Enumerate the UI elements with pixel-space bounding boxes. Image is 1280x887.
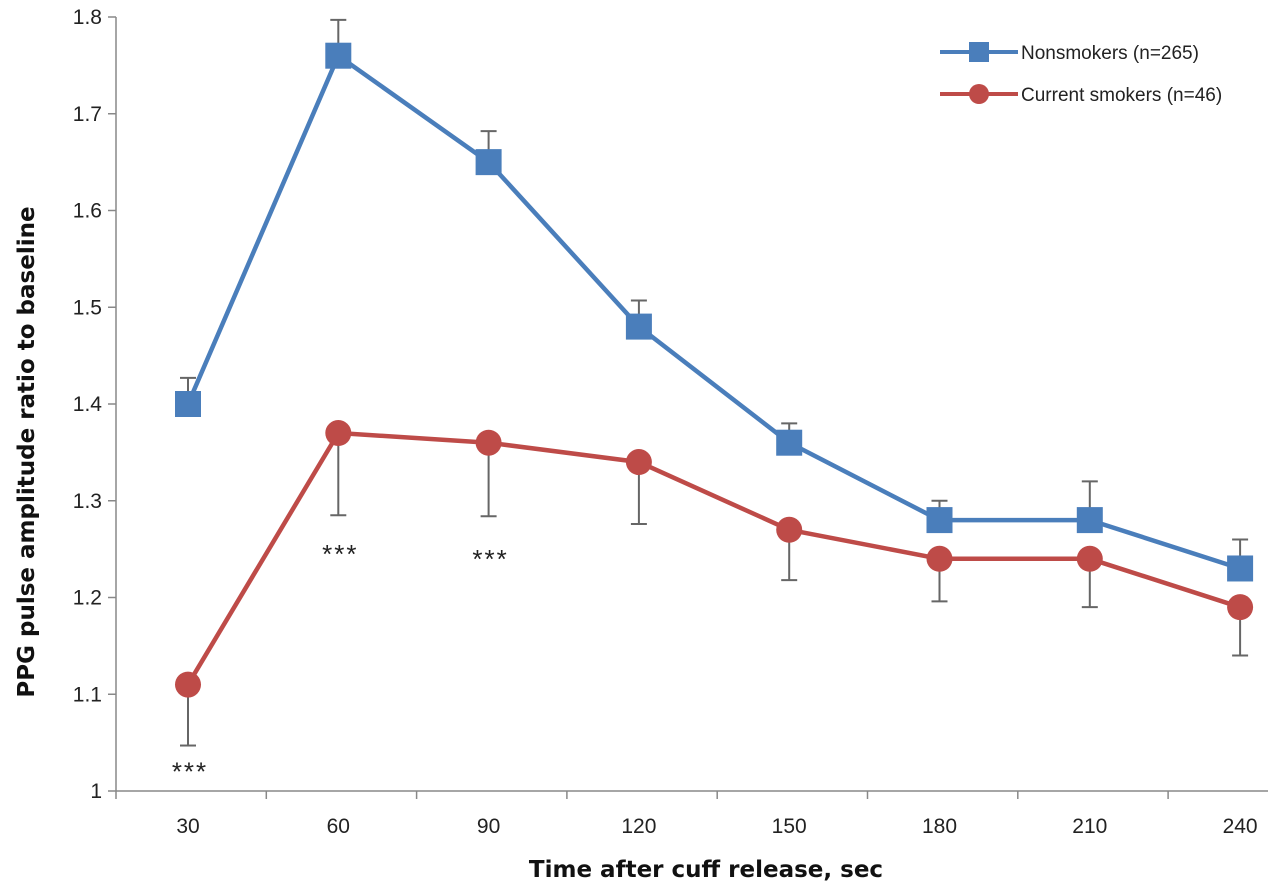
data-point-smokers [625,449,652,476]
data-point-smokers [475,429,502,456]
data-point-nonsmokers [175,391,201,417]
x-tick-label: 240 [1223,815,1258,838]
data-point-smokers [926,545,953,572]
series-lines [185,53,1241,686]
x-axis-title: Time after cuff release, sec [529,857,883,883]
data-point-nonsmokers [776,429,803,456]
y-tick-label: 1.3 [73,490,102,513]
data-point-nonsmokers [475,149,502,176]
tick-labels: 1 1.1 1.2 1.3 1.4 1.5 1.6 1.7 1.8 30 60 90 120 150 180… [73,6,1258,838]
y-tick-label: 1.6 [73,200,102,223]
series-line-nonsmokers [185,53,1241,571]
data-point-nonsmokers [1076,507,1103,534]
data-point-smokers [1227,594,1254,621]
legend-marker-smokers [969,84,989,104]
data-point-smokers [776,516,803,543]
legend-item-nonsmokers: Nonsmokers (n=265) [940,42,1199,64]
y-tick-label: 1.7 [73,103,102,126]
data-point-smokers [175,671,201,698]
legend: Nonsmokers (n=265) Current smokers (n=46… [940,42,1222,106]
significance-annotation: *** [172,757,208,787]
y-tick-label: 1.8 [73,6,102,29]
y-tick-label: 1.5 [73,296,102,319]
series-markers [175,42,1254,698]
x-tick-label: 30 [176,815,199,838]
x-tick-label: 60 [327,815,350,838]
y-tick-label: 1 [90,780,102,803]
annotations: *** *** *** [172,539,508,787]
axes [115,17,1268,792]
significance-annotation: *** [472,544,508,574]
legend-marker-nonsmokers [969,42,989,62]
legend-label-smokers: Current smokers (n=46) [1021,85,1222,106]
x-tick-label: 150 [772,815,807,838]
data-point-nonsmokers [625,313,652,340]
x-tick-label: 180 [922,815,957,838]
legend-label-nonsmokers: Nonsmokers (n=265) [1021,43,1199,64]
y-tick-label: 1.2 [73,587,102,610]
data-point-smokers [325,420,352,447]
data-point-nonsmokers [926,507,953,534]
series-line-smokers [186,430,1241,686]
significance-annotation: *** [322,539,358,569]
data-point-nonsmokers [1227,555,1254,582]
data-point-smokers [1076,545,1103,572]
x-tick-label: 120 [621,815,656,838]
legend-item-smokers: Current smokers (n=46) [940,84,1222,106]
y-tick-label: 1.4 [73,393,103,416]
x-tick-label: 90 [477,815,500,838]
data-point-nonsmokers [325,42,352,69]
y-axis-title: PPG pulse amplitude ratio to baseline [14,206,40,697]
y-tick-label: 1.1 [73,683,102,706]
x-tick-label: 210 [1072,815,1107,838]
